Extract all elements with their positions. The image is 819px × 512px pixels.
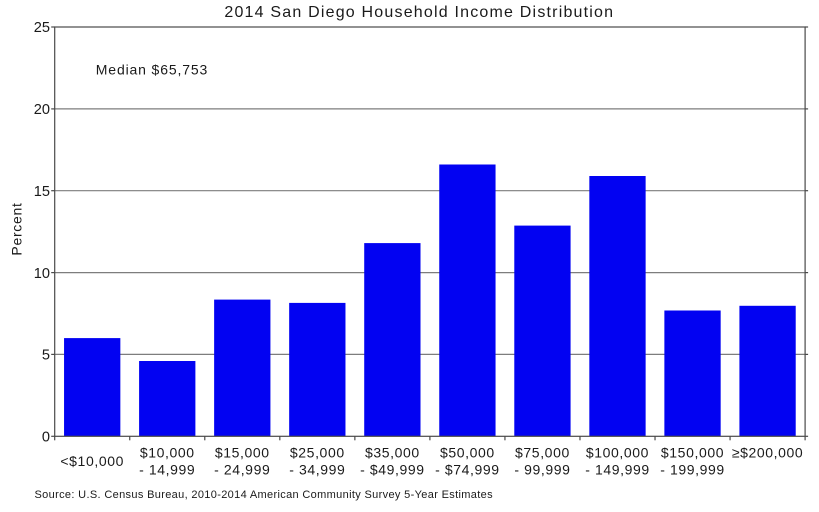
svg-text:- 24,999: - 24,999	[214, 462, 270, 478]
svg-text:20: 20	[34, 102, 50, 118]
svg-text:10: 10	[34, 266, 50, 282]
svg-text:<$10,000: <$10,000	[60, 453, 124, 469]
svg-text:- 99,999: - 99,999	[514, 462, 570, 478]
svg-text:$50,000: $50,000	[440, 445, 495, 461]
svg-text:25: 25	[34, 20, 50, 36]
svg-text:$75,000: $75,000	[515, 445, 570, 461]
svg-text:$100,000: $100,000	[586, 445, 649, 461]
svg-text:Median $65,753: Median $65,753	[96, 62, 208, 78]
svg-text:- 199,999: - 199,999	[660, 462, 725, 478]
svg-text:- $74,999: - $74,999	[435, 462, 500, 478]
svg-text:2014 San Diego Household Incom: 2014 San Diego Household Income Distribu…	[224, 4, 614, 21]
svg-text:$15,000: $15,000	[215, 445, 270, 461]
svg-text:- $49,999: - $49,999	[360, 462, 425, 478]
svg-text:- 14,999: - 14,999	[139, 462, 195, 478]
svg-text:$35,000: $35,000	[365, 445, 420, 461]
svg-text:- 149,999: - 149,999	[585, 462, 650, 478]
svg-text:- 34,999: - 34,999	[289, 462, 345, 478]
svg-text:Percent: Percent	[9, 202, 25, 255]
svg-text:0: 0	[42, 430, 50, 446]
svg-text:≥$200,000: ≥$200,000	[732, 445, 803, 461]
svg-text:$25,000: $25,000	[290, 445, 345, 461]
svg-text:$10,000: $10,000	[140, 445, 195, 461]
svg-text:5: 5	[42, 348, 50, 364]
svg-text:15: 15	[34, 184, 50, 200]
svg-text:$150,000: $150,000	[661, 445, 724, 461]
svg-text:Source: U.S. Census Bureau, 20: Source: U.S. Census Bureau, 2010-2014 Am…	[35, 489, 494, 501]
